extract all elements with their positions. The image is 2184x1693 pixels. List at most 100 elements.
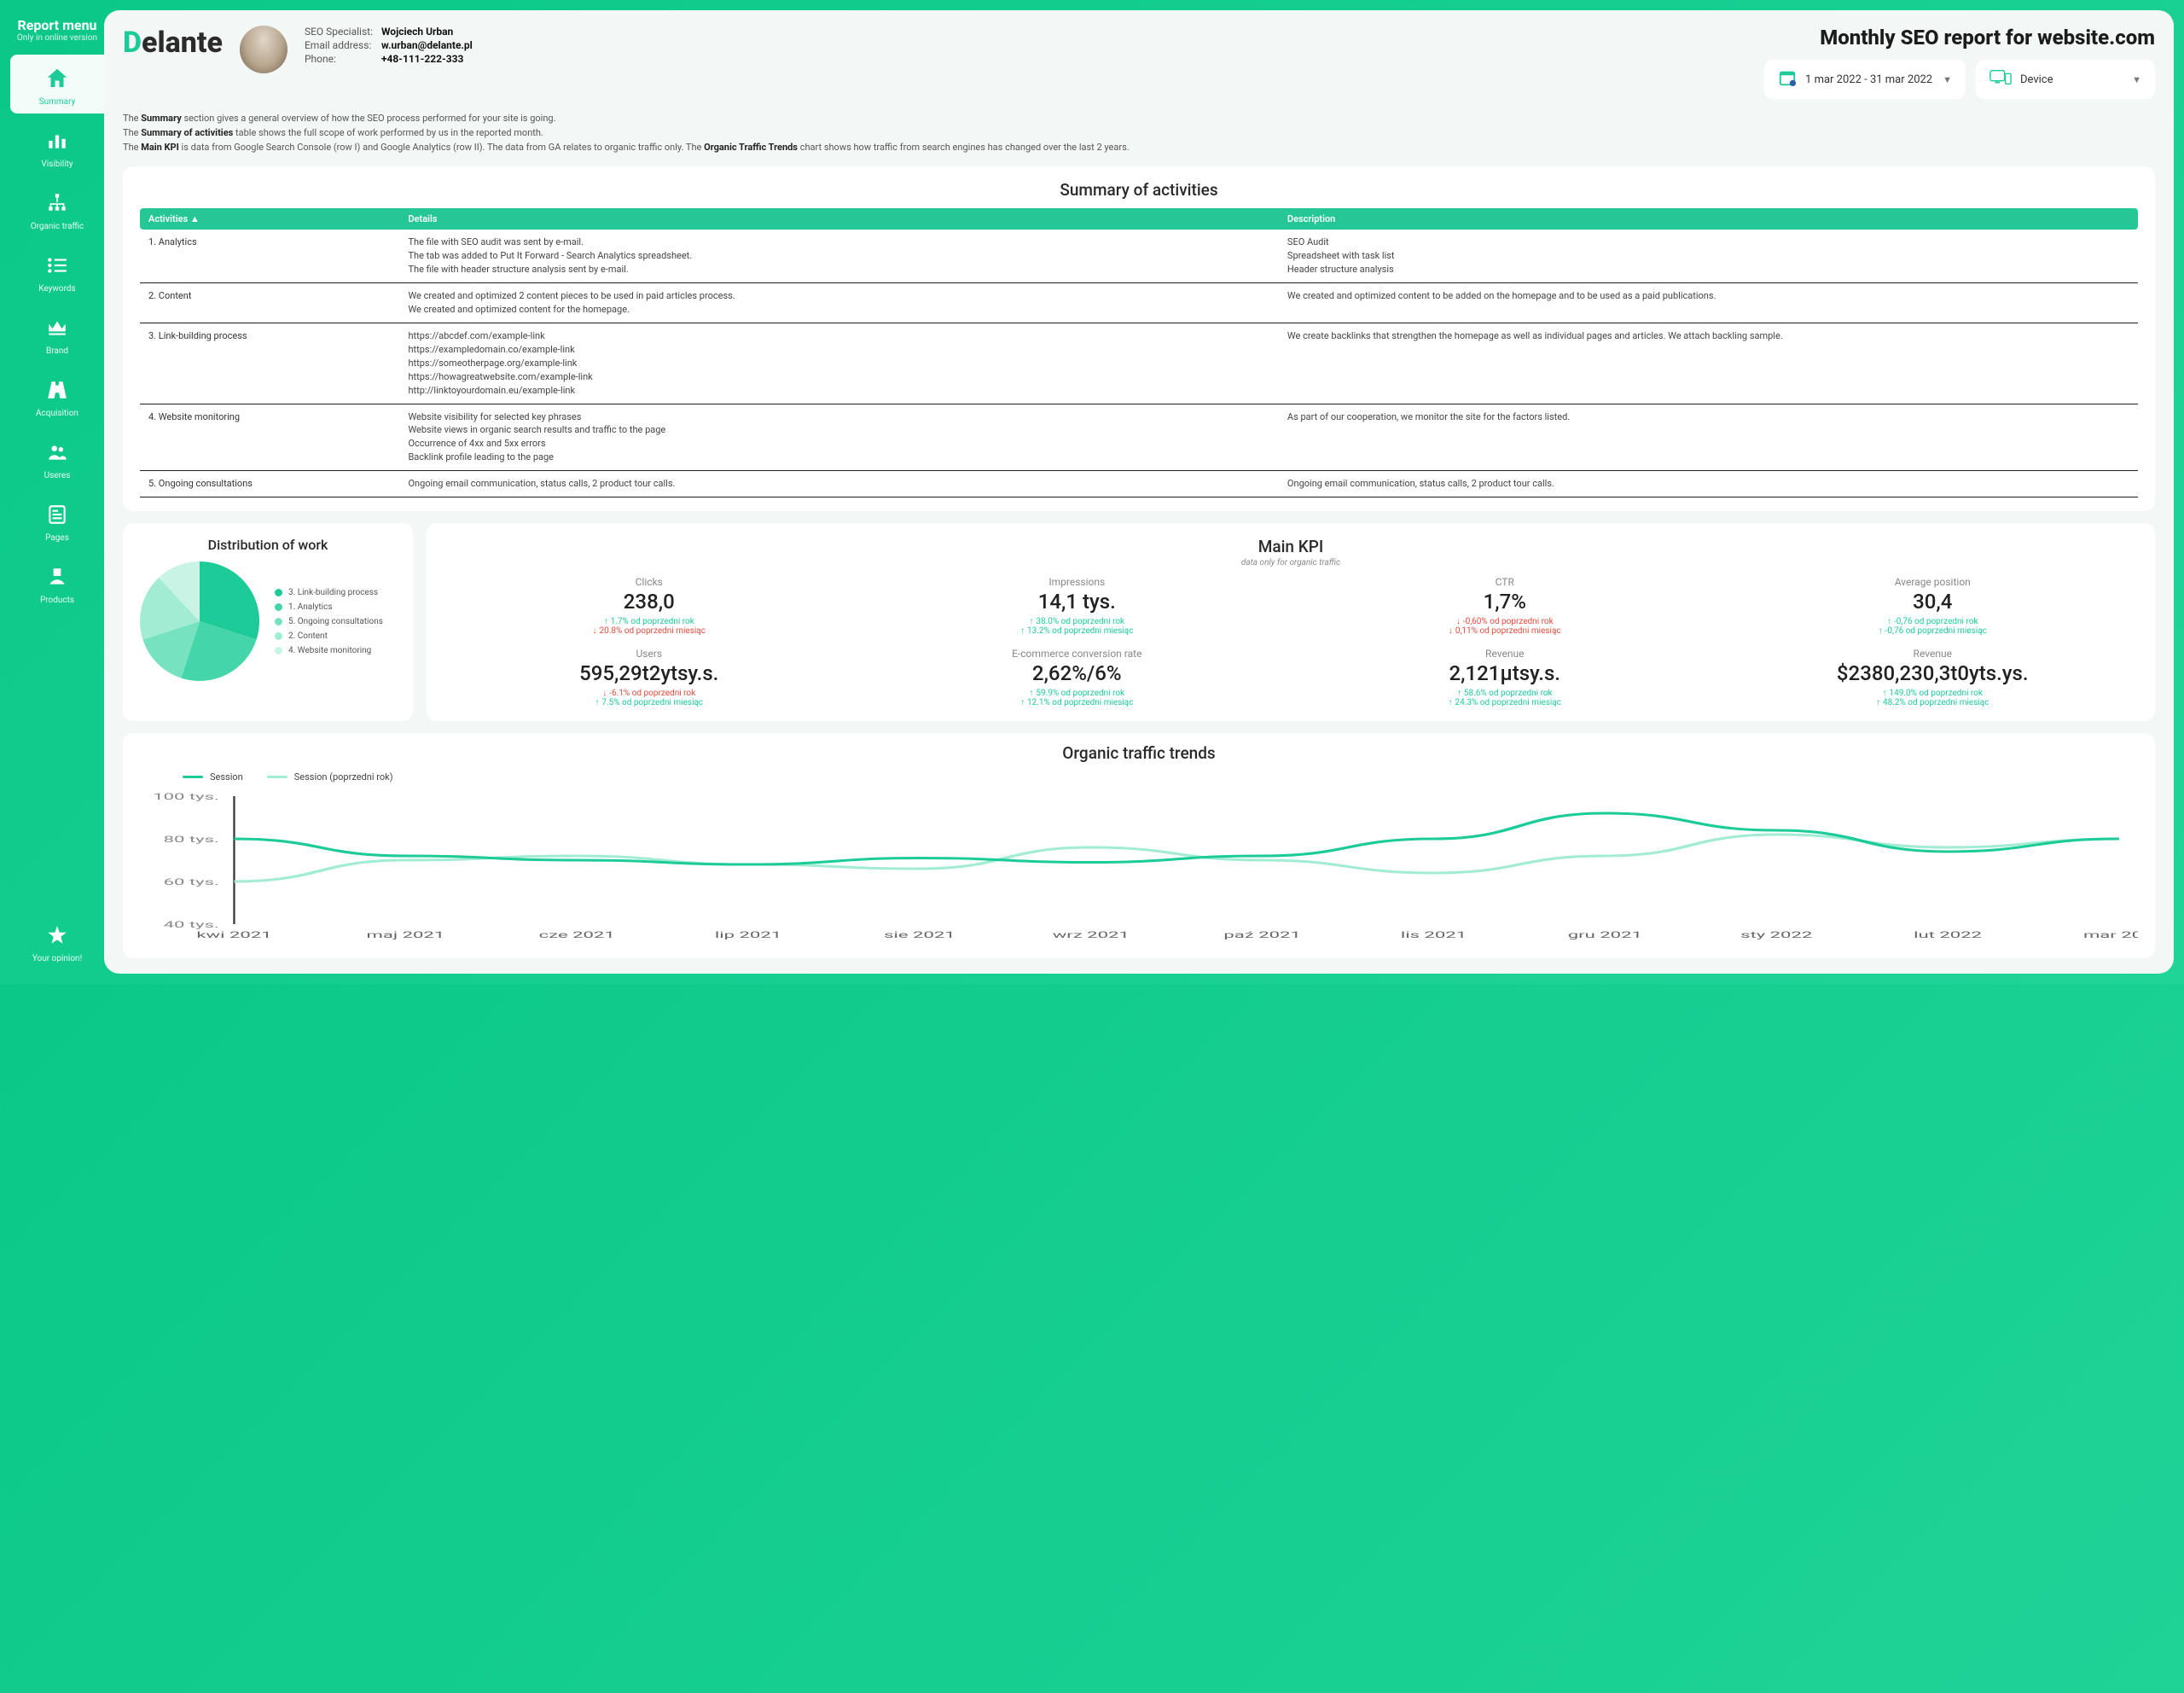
trends-legend: Session Session (poprzedni rok) bbox=[183, 771, 2138, 783]
svg-text:paź 2021: paź 2021 bbox=[1223, 930, 1300, 940]
svg-text:80 tys.: 80 tys. bbox=[164, 835, 219, 845]
kpi-metric: E-commerce conversion rate 2,62%/6% ↑59.… bbox=[872, 648, 1283, 707]
kpi-metric: Impressions 14,1 tys. ↑38.0% od poprzedn… bbox=[872, 576, 1283, 636]
crown-icon bbox=[42, 312, 73, 343]
sidebar-item-users[interactable]: Useres bbox=[10, 428, 104, 487]
topbar: Delante SEO Specialist: Wojciech Urban E… bbox=[123, 26, 2155, 99]
svg-text:wrz 2021: wrz 2021 bbox=[1053, 930, 1130, 940]
table-row: 3. Link-building processhttps://abcdef.c… bbox=[140, 323, 2138, 404]
bars-icon bbox=[42, 125, 73, 156]
date-filter[interactable]: 1 mar 2022 - 31 mar 2022 ▼ bbox=[1764, 60, 1966, 99]
pie-legend: 3. Link-building process1. Analytics5. O… bbox=[275, 588, 383, 655]
activities-table: Activities ▲ Details Description 1. Anal… bbox=[140, 208, 2138, 497]
svg-text:40 tys.: 40 tys. bbox=[164, 920, 219, 930]
sidebar-item-opinion[interactable]: Your opinion! bbox=[10, 911, 104, 970]
svg-text:lut 2022: lut 2022 bbox=[1914, 930, 1982, 940]
svg-text:maj 2021: maj 2021 bbox=[366, 930, 444, 940]
sidebar-item-label: Acquisition bbox=[36, 409, 78, 418]
sidebar-item-keywords[interactable]: Keywords bbox=[10, 241, 104, 300]
kpi-metric: Average position 30,4 ↑-0,76 od poprzedn… bbox=[1728, 576, 2139, 636]
trends-title: Organic traffic trends bbox=[140, 743, 2138, 763]
table-row: 1. AnalyticsThe file with SEO audit was … bbox=[140, 230, 2138, 282]
device-filter-value: Device bbox=[2020, 73, 2053, 86]
table-row: 4. Website monitoringWebsite visibility … bbox=[140, 404, 2138, 471]
pie-chart bbox=[140, 561, 259, 681]
devices-icon bbox=[1989, 69, 2012, 90]
chevron-down-icon: ▼ bbox=[1943, 74, 1952, 85]
sidebar-item-visibility[interactable]: Visibility bbox=[10, 117, 104, 176]
sidebar-item-label: Summary bbox=[39, 97, 76, 107]
sidebar-item-brand[interactable]: Brand bbox=[10, 304, 104, 363]
sidebar-title: Report menu bbox=[18, 17, 97, 33]
kpi-title: Main KPI bbox=[444, 537, 2138, 556]
sidebar-item-label: Visibility bbox=[41, 160, 73, 169]
svg-text:sty 2022: sty 2022 bbox=[1740, 930, 1812, 940]
svg-text:lis 2021: lis 2021 bbox=[1401, 930, 1467, 940]
spec-value: Wojciech Urban bbox=[381, 26, 473, 38]
hand-box-icon bbox=[42, 561, 73, 592]
device-filter[interactable]: Device ▼ bbox=[1976, 60, 2155, 99]
kpi-subtitle: data only for organic traffic bbox=[444, 558, 2138, 567]
date-filter-value: 1 mar 2022 - 31 mar 2022 bbox=[1805, 73, 1932, 86]
kpi-metric: Revenue 2,121µtsy.s. ↑58.6% od poprzedni… bbox=[1299, 648, 1711, 707]
main-panel: Delante SEO Specialist: Wojciech Urban E… bbox=[104, 10, 2174, 974]
sidebar-item-acquisition[interactable]: Acquisition bbox=[10, 366, 104, 425]
spec-label: SEO Specialist: bbox=[305, 26, 373, 38]
activities-card: Summary of activities Activities ▲ Detai… bbox=[123, 166, 2155, 511]
chevron-down-icon: ▼ bbox=[2132, 74, 2141, 85]
svg-text:mar 20…: mar 20… bbox=[2083, 930, 2138, 940]
phone-label: Phone: bbox=[305, 53, 373, 65]
svg-text:60 tys.: 60 tys. bbox=[164, 877, 219, 887]
avatar bbox=[240, 26, 288, 73]
table-row: 5. Ongoing consultationsOngoing email co… bbox=[140, 471, 2138, 497]
sidebar-item-label: Keywords bbox=[38, 284, 75, 294]
star-icon bbox=[42, 920, 73, 951]
svg-text:100 tys.: 100 tys. bbox=[153, 792, 219, 802]
kpi-metric: Revenue $2380,230,3t0yts.ys. ↑149.0% od … bbox=[1728, 648, 2139, 707]
svg-text:lip 2021: lip 2021 bbox=[715, 930, 781, 940]
sidebar-item-summary[interactable]: Summary bbox=[10, 55, 104, 113]
report-title: Monthly SEO report for website.com bbox=[1820, 26, 2155, 49]
sidebar-item-label: Useres bbox=[44, 471, 71, 480]
svg-text:gru 2021: gru 2021 bbox=[1568, 930, 1642, 940]
sidebar-item-label: Organic traffic bbox=[31, 222, 84, 231]
trend-chart: 100 tys. 80 tys. 60 tys. 40 tys.kwi 2021 maj… bbox=[140, 788, 2138, 941]
page-icon bbox=[42, 499, 73, 530]
list-icon bbox=[42, 250, 73, 281]
col-description[interactable]: Description bbox=[1279, 208, 2138, 230]
logo: Delante bbox=[123, 26, 223, 60]
users-icon bbox=[42, 437, 73, 468]
svg-text:cze 2021: cze 2021 bbox=[539, 930, 615, 940]
email-value: w.urban@delante.pl bbox=[381, 39, 473, 51]
svg-text:sie 2021: sie 2021 bbox=[884, 930, 956, 940]
email-label: Email address: bbox=[305, 39, 373, 51]
kpi-metric: Users 595,29t2ytsy.s. ↓-6.1% od poprzedn… bbox=[444, 648, 855, 707]
calendar-icon bbox=[1778, 68, 1797, 90]
sidebar-subtitle: Only in online version bbox=[17, 33, 97, 43]
sidebar-item-organic-traffic[interactable]: Organic traffic bbox=[10, 179, 104, 238]
distribution-title: Distribution of work bbox=[140, 537, 396, 553]
sidebar-item-pages[interactable]: Pages bbox=[10, 491, 104, 550]
sidebar-item-label: Pages bbox=[45, 533, 69, 543]
trends-card: Organic traffic trends Session Session (… bbox=[123, 733, 2155, 958]
sitemap-icon bbox=[42, 188, 73, 218]
road-icon bbox=[42, 375, 73, 405]
svg-text:kwi 2021: kwi 2021 bbox=[196, 930, 271, 940]
kpi-card: Main KPI data only for organic traffic C… bbox=[427, 523, 2155, 721]
kpi-metric: Clicks 238,0 ↑1.7% od poprzedni rok ↓20.… bbox=[444, 576, 855, 636]
intro-text: The Summary section gives a general over… bbox=[123, 111, 2155, 154]
sidebar-item-label: Brand bbox=[46, 346, 68, 356]
col-activities[interactable]: Activities ▲ bbox=[140, 208, 399, 230]
contact-block: SEO Specialist: Wojciech Urban Email add… bbox=[305, 26, 473, 65]
sidebar-item-label: Your opinion! bbox=[32, 954, 82, 963]
sidebar: Report menu Only in online version Summa… bbox=[10, 10, 104, 974]
activities-title: Summary of activities bbox=[140, 180, 2138, 200]
sidebar-item-label: Products bbox=[40, 596, 74, 605]
sidebar-item-products[interactable]: Products bbox=[10, 553, 104, 612]
home-icon bbox=[42, 63, 73, 94]
distribution-card: Distribution of work 3. Link-building pr… bbox=[123, 523, 413, 721]
phone-value: +48-111-222-333 bbox=[381, 53, 473, 65]
col-details[interactable]: Details bbox=[399, 208, 1278, 230]
table-row: 2. ContentWe created and optimized 2 con… bbox=[140, 282, 2138, 323]
kpi-metric: CTR 1,7% ↓-0,60% od poprzedni rok ↓0,11%… bbox=[1299, 576, 1711, 636]
